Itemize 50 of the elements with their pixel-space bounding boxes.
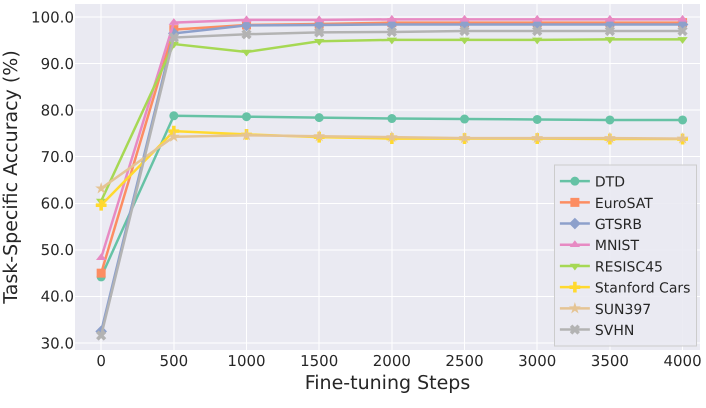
legend-label: Stanford Cars [594, 280, 690, 297]
point [314, 113, 324, 122]
x-tick-label: 4000 [663, 352, 702, 370]
point [532, 26, 542, 36]
point [532, 14, 542, 22]
x-tick-label: 2000 [372, 352, 411, 370]
y-tick-label: 30.0 [40, 334, 74, 352]
point [678, 115, 688, 124]
point [604, 26, 615, 36]
point [242, 112, 252, 122]
legend-label: SVHN [594, 323, 634, 339]
point [168, 32, 179, 43]
point [459, 26, 470, 36]
y-tick-label: 100.0 [31, 8, 74, 26]
point [460, 114, 470, 124]
x-tick-label: 3500 [590, 352, 629, 370]
point [532, 114, 542, 124]
point [605, 115, 614, 124]
point [387, 114, 396, 124]
legend-label: RESISC45 [594, 259, 663, 276]
point [168, 130, 180, 142]
y-axis-title: Task-Specific Accuracy (%) [0, 50, 22, 305]
legend-label: GTSRB [594, 217, 642, 233]
x-tick-label: 1000 [227, 352, 266, 370]
x-tick-label: 0 [96, 352, 106, 370]
y-tick-label: 90.0 [40, 54, 74, 73]
y-tick-label: 50.0 [40, 241, 74, 260]
legend-label: SUN397 [594, 302, 652, 318]
point [241, 29, 252, 40]
legend-label: DTD [594, 174, 625, 191]
legend-label: MNIST [594, 238, 640, 254]
y-tick-label: 40.0 [40, 288, 74, 306]
point [95, 182, 108, 194]
point [677, 26, 688, 36]
x-tick-label: 2500 [445, 352, 484, 370]
point [96, 330, 106, 341]
legend-label: EuroSAT [594, 196, 654, 212]
point [314, 27, 324, 38]
point [169, 111, 178, 120]
x-tick-label: 3000 [518, 352, 556, 370]
point [96, 268, 106, 278]
y-tick-label: 80.0 [40, 101, 74, 120]
x-axis-title: Fine-tuning Steps [304, 372, 470, 394]
point [96, 200, 107, 211]
y-tick-label: 60.0 [40, 194, 74, 213]
point [386, 130, 398, 142]
x-tick-label: 1500 [300, 352, 338, 370]
x-tick-label: 500 [160, 352, 188, 370]
y-tick-label: 70.0 [40, 148, 74, 166]
point [386, 26, 397, 38]
